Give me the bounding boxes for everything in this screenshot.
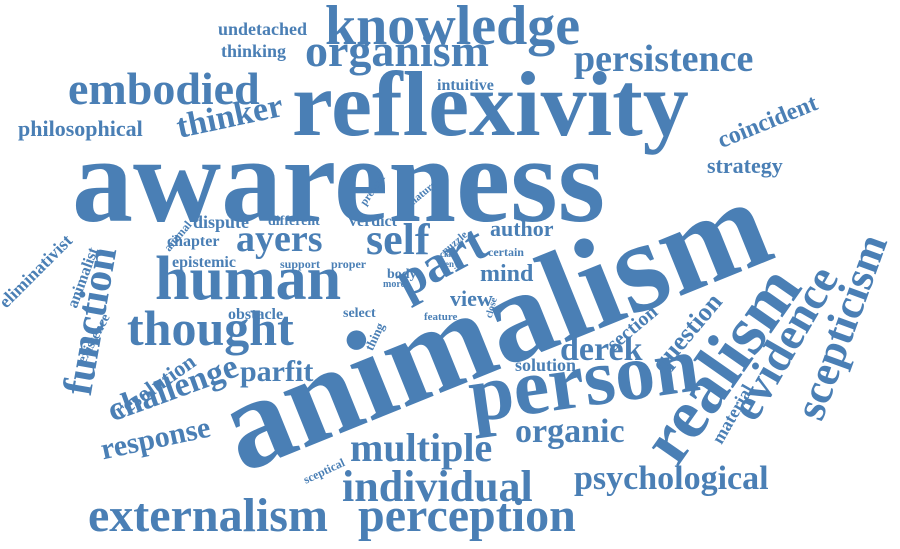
- word: intuitive: [437, 77, 494, 94]
- word: select: [343, 306, 376, 321]
- word: different: [268, 214, 320, 229]
- word: proper: [331, 257, 367, 271]
- word: persistence: [574, 38, 754, 80]
- word: perception: [358, 489, 576, 542]
- word: class: [440, 249, 458, 259]
- word: self: [366, 215, 430, 264]
- word: externalism: [88, 489, 328, 542]
- word: organism: [305, 25, 489, 76]
- word: more: [383, 279, 406, 290]
- word: solution: [515, 355, 577, 375]
- word: coincident: [713, 90, 822, 154]
- word: deny: [440, 259, 459, 269]
- word: mind: [480, 261, 534, 287]
- word: ayers: [236, 218, 323, 260]
- word: body: [387, 267, 417, 282]
- word: strategy: [707, 153, 783, 178]
- word: undetached: [218, 19, 308, 39]
- word: support: [280, 257, 321, 271]
- word: knowledge: [325, 0, 581, 57]
- word: awareness: [72, 113, 606, 248]
- word: organic: [515, 413, 625, 450]
- word: author: [490, 216, 554, 241]
- word: eliminativist: [0, 230, 77, 312]
- word: psychological: [574, 460, 769, 497]
- word: multiple: [350, 425, 493, 470]
- word: chapter: [167, 233, 220, 250]
- word: view: [450, 286, 493, 311]
- word: philosophical: [18, 116, 143, 141]
- word: reflexivity: [292, 53, 689, 155]
- word: dispute: [193, 212, 250, 232]
- word: certain: [488, 245, 524, 259]
- word: thought: [127, 300, 294, 356]
- word: thinking: [221, 41, 287, 61]
- word: derek: [560, 331, 643, 368]
- word: epistemic: [172, 254, 236, 271]
- word: obstacle: [228, 306, 284, 323]
- word: parfit: [240, 355, 314, 388]
- word: individual: [342, 462, 533, 511]
- word: embodied: [68, 63, 260, 114]
- word: feature: [424, 311, 458, 323]
- word: human: [155, 245, 342, 313]
- word: verdict: [349, 213, 397, 230]
